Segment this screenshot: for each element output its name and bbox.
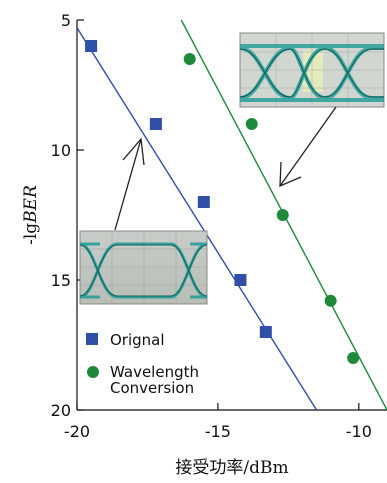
data-point-circle <box>347 352 359 364</box>
x-tick-label: -15 <box>205 422 231 441</box>
data-point-circle <box>325 295 337 307</box>
eye-diagram-wavelength-conversion-inset <box>240 33 384 107</box>
data-point-square <box>234 274 246 286</box>
y-axis-title: -lgBER <box>21 185 41 245</box>
legend: Orignal Wavelength Conversion <box>86 331 204 397</box>
legend-label-wavelength-conversion: Wavelength Conversion <box>110 363 204 397</box>
legend-marker-wavelength-conversion <box>87 366 99 378</box>
legend-label-line-2: Conversion <box>110 379 194 397</box>
eye-diagram-original-inset <box>80 231 207 304</box>
y-ticks: 5 10 15 20 <box>51 11 84 420</box>
legend-marker-orignal <box>86 333 98 345</box>
data-point-square <box>85 40 97 52</box>
data-point-square <box>198 196 210 208</box>
data-point-square <box>150 118 162 130</box>
y-tick-label: 20 <box>51 401 71 420</box>
y-tick-label: 15 <box>51 271 71 290</box>
data-point-circle <box>184 53 196 65</box>
data-point-circle <box>246 118 258 130</box>
x-tick-label: -20 <box>64 422 90 441</box>
data-point-circle <box>277 209 289 221</box>
y-tick-label: 5 <box>61 11 71 30</box>
arrow-to-original-inset <box>115 139 144 230</box>
x-axis-title: 接受功率/dBm <box>175 458 288 478</box>
x-tick-label: -10 <box>346 422 372 441</box>
arrow-to-wavelength-inset <box>280 107 336 186</box>
data-point-square <box>260 326 272 338</box>
legend-label-orignal: Orignal <box>110 331 165 349</box>
x-ticks: -20 -15 -10 <box>64 403 372 441</box>
y-tick-label: 10 <box>51 141 71 160</box>
